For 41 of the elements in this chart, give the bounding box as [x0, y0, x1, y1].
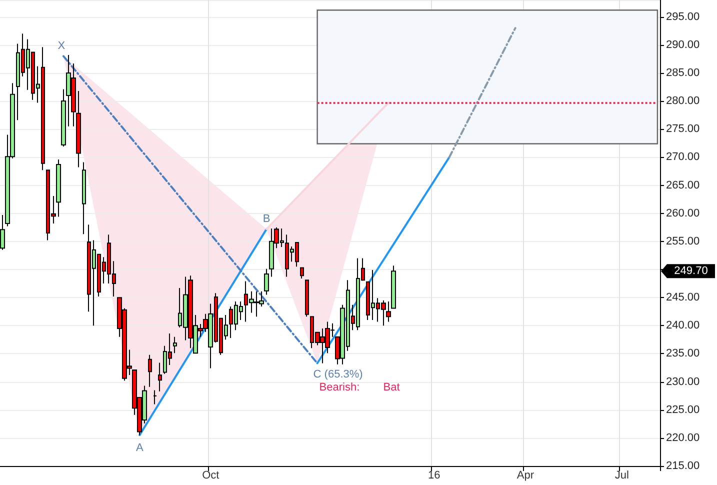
y-tick-label: 260.00	[666, 207, 700, 220]
candlestick	[305, 280, 309, 318]
x-tick-label: Oct	[202, 470, 220, 482]
x-tick-label: Jul	[614, 470, 629, 482]
y-tick-label: 230.00	[666, 376, 700, 388]
y-tick-label: 225.00	[666, 404, 700, 416]
candlestick	[82, 162, 86, 235]
text: 249.70	[674, 265, 708, 278]
x-tick-label: 16	[428, 470, 440, 482]
y-tick-label: 290.00	[666, 38, 700, 51]
x-tick-label: Apr	[516, 470, 534, 482]
candlestick	[300, 267, 304, 279]
candlestick	[173, 336, 177, 354]
candlestick	[158, 362, 162, 392]
y-tick-label: 220.00	[666, 432, 700, 444]
annotation: Bat	[383, 381, 400, 394]
candlestick	[0, 214, 5, 250]
y-tick-label: 270.00	[666, 151, 700, 164]
candlestick	[148, 354, 152, 388]
annotation: X	[58, 40, 66, 52]
annotation: B	[262, 213, 270, 226]
y-tick-label: 295.00	[666, 10, 700, 23]
candlestick	[386, 300, 391, 322]
annotation: A	[136, 442, 144, 454]
annotation: C (65.3%)	[313, 368, 363, 380]
candlestick	[76, 90, 81, 168]
candlestick	[264, 268, 269, 296]
y-tick-label: 235.00	[666, 348, 700, 360]
y-tick-label: 255.00	[666, 235, 700, 248]
candlestick	[391, 265, 396, 309]
y-tick-label: 245.00	[666, 292, 700, 304]
y-tick-label: 240.00	[666, 320, 700, 332]
y-tick-label: 285.00	[666, 66, 700, 79]
annotation: Bearish:	[319, 381, 360, 394]
y-tick-label: 280.00	[666, 95, 700, 108]
candlestick	[153, 390, 157, 405]
candlestick	[61, 88, 66, 148]
y-tick-label: 215.00	[666, 460, 700, 472]
y-tick-label: 265.00	[666, 179, 700, 192]
y-tick-label: 275.00	[666, 123, 700, 136]
candlestick	[56, 158, 61, 218]
